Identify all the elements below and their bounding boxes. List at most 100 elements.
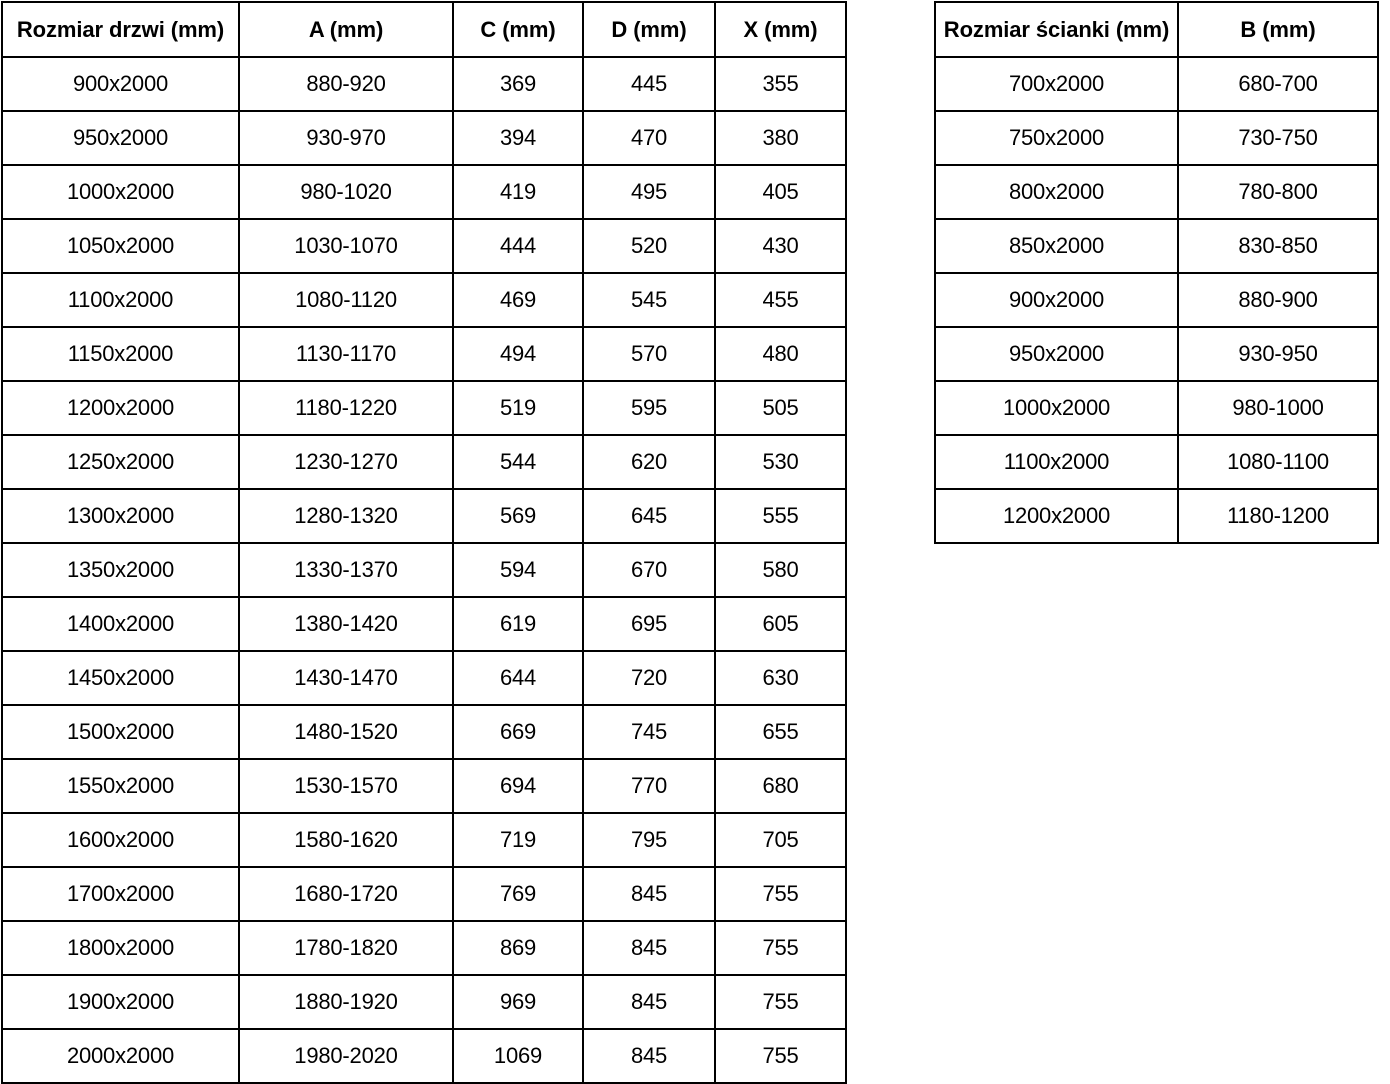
table-row: 1200x2000 1180-1200 [934, 488, 1379, 544]
cell-a: 1780-1820 [238, 920, 454, 976]
cell-wall-size: 850x2000 [934, 218, 1179, 274]
cell-a: 1180-1220 [238, 380, 454, 436]
cell-wall-size: 1000x2000 [934, 380, 1179, 436]
cell-door-size: 1350x2000 [1, 542, 240, 598]
cell-d: 470 [582, 110, 716, 166]
cell-a: 1280-1320 [238, 488, 454, 544]
cell-x: 455 [714, 272, 847, 328]
cell-d: 620 [582, 434, 716, 490]
cell-wall-size: 950x2000 [934, 326, 1179, 382]
cell-a: 1230-1270 [238, 434, 454, 490]
cell-b: 980-1000 [1177, 380, 1379, 436]
cell-door-size: 1600x2000 [1, 812, 240, 868]
door-size-table-body: 900x2000 880-920 369 445 355 950x2000 930-970 3… [1, 56, 847, 1084]
cell-d: 745 [582, 704, 716, 760]
table-row: 1800x2000 1780-1820 869 845 755 [1, 920, 847, 976]
cell-c: 1069 [452, 1028, 584, 1084]
cell-c: 769 [452, 866, 584, 922]
cell-door-size: 1000x2000 [1, 164, 240, 220]
cell-wall-size: 700x2000 [934, 56, 1179, 112]
cell-d: 695 [582, 596, 716, 652]
cell-x: 655 [714, 704, 847, 760]
cell-a: 1580-1620 [238, 812, 454, 868]
cell-x: 480 [714, 326, 847, 382]
table-row: 1300x2000 1280-1320 569 645 555 [1, 488, 847, 544]
cell-x: 755 [714, 1028, 847, 1084]
cell-b: 930-950 [1177, 326, 1379, 382]
cell-a: 1680-1720 [238, 866, 454, 922]
table-row: 850x2000 830-850 [934, 218, 1379, 274]
cell-c: 369 [452, 56, 584, 112]
table-row: 750x2000 730-750 [934, 110, 1379, 166]
cell-c: 669 [452, 704, 584, 760]
column-header-a: A (mm) [238, 1, 454, 58]
table-row: 1050x2000 1030-1070 444 520 430 [1, 218, 847, 274]
table-row: 1400x2000 1380-1420 619 695 605 [1, 596, 847, 652]
cell-d: 645 [582, 488, 716, 544]
cell-wall-size: 1100x2000 [934, 434, 1179, 490]
cell-d: 595 [582, 380, 716, 436]
cell-a: 1080-1120 [238, 272, 454, 328]
table-row: 2000x2000 1980-2020 1069 845 755 [1, 1028, 847, 1084]
cell-x: 755 [714, 974, 847, 1030]
cell-d: 770 [582, 758, 716, 814]
column-header-b: B (mm) [1177, 1, 1379, 58]
cell-door-size: 1300x2000 [1, 488, 240, 544]
door-size-table: Rozmiar drzwi (mm) A (mm) C (mm) D (mm) … [1, 1, 847, 1084]
table-row: 700x2000 680-700 [934, 56, 1379, 112]
cell-x: 705 [714, 812, 847, 868]
cell-x: 530 [714, 434, 847, 490]
cell-c: 594 [452, 542, 584, 598]
cell-door-size: 1800x2000 [1, 920, 240, 976]
cell-d: 670 [582, 542, 716, 598]
cell-wall-size: 1200x2000 [934, 488, 1179, 544]
cell-c: 869 [452, 920, 584, 976]
cell-wall-size: 900x2000 [934, 272, 1179, 328]
cell-b: 1080-1100 [1177, 434, 1379, 490]
table-row: 900x2000 880-900 [934, 272, 1379, 328]
cell-c: 544 [452, 434, 584, 490]
cell-door-size: 950x2000 [1, 110, 240, 166]
table-row: 950x2000 930-970 394 470 380 [1, 110, 847, 166]
cell-x: 430 [714, 218, 847, 274]
table-row: 900x2000 880-920 369 445 355 [1, 56, 847, 112]
cell-a: 880-920 [238, 56, 454, 112]
table-row: 1000x2000 980-1000 [934, 380, 1379, 436]
cell-b: 730-750 [1177, 110, 1379, 166]
cell-c: 394 [452, 110, 584, 166]
cell-c: 469 [452, 272, 584, 328]
cell-c: 969 [452, 974, 584, 1030]
cell-c: 569 [452, 488, 584, 544]
table-row: 1500x2000 1480-1520 669 745 655 [1, 704, 847, 760]
table-row: 1600x2000 1580-1620 719 795 705 [1, 812, 847, 868]
cell-d: 845 [582, 866, 716, 922]
cell-c: 644 [452, 650, 584, 706]
cell-a: 1130-1170 [238, 326, 454, 382]
cell-wall-size: 800x2000 [934, 164, 1179, 220]
cell-door-size: 1400x2000 [1, 596, 240, 652]
cell-door-size: 1150x2000 [1, 326, 240, 382]
cell-a: 1330-1370 [238, 542, 454, 598]
cell-a: 1380-1420 [238, 596, 454, 652]
cell-x: 355 [714, 56, 847, 112]
cell-x: 555 [714, 488, 847, 544]
cell-door-size: 1500x2000 [1, 704, 240, 760]
column-header-door-size: Rozmiar drzwi (mm) [1, 1, 240, 58]
cell-door-size: 1250x2000 [1, 434, 240, 490]
cell-door-size: 1700x2000 [1, 866, 240, 922]
cell-a: 930-970 [238, 110, 454, 166]
cell-d: 495 [582, 164, 716, 220]
cell-door-size: 1100x2000 [1, 272, 240, 328]
cell-d: 570 [582, 326, 716, 382]
cell-door-size: 1900x2000 [1, 974, 240, 1030]
table-row: 1700x2000 1680-1720 769 845 755 [1, 866, 847, 922]
table-row: 950x2000 930-950 [934, 326, 1379, 382]
cell-x: 380 [714, 110, 847, 166]
cell-a: 1030-1070 [238, 218, 454, 274]
cell-x: 630 [714, 650, 847, 706]
cell-door-size: 1200x2000 [1, 380, 240, 436]
table-row: 1000x2000 980-1020 419 495 405 [1, 164, 847, 220]
cell-a: 1980-2020 [238, 1028, 454, 1084]
cell-x: 580 [714, 542, 847, 598]
cell-door-size: 1550x2000 [1, 758, 240, 814]
